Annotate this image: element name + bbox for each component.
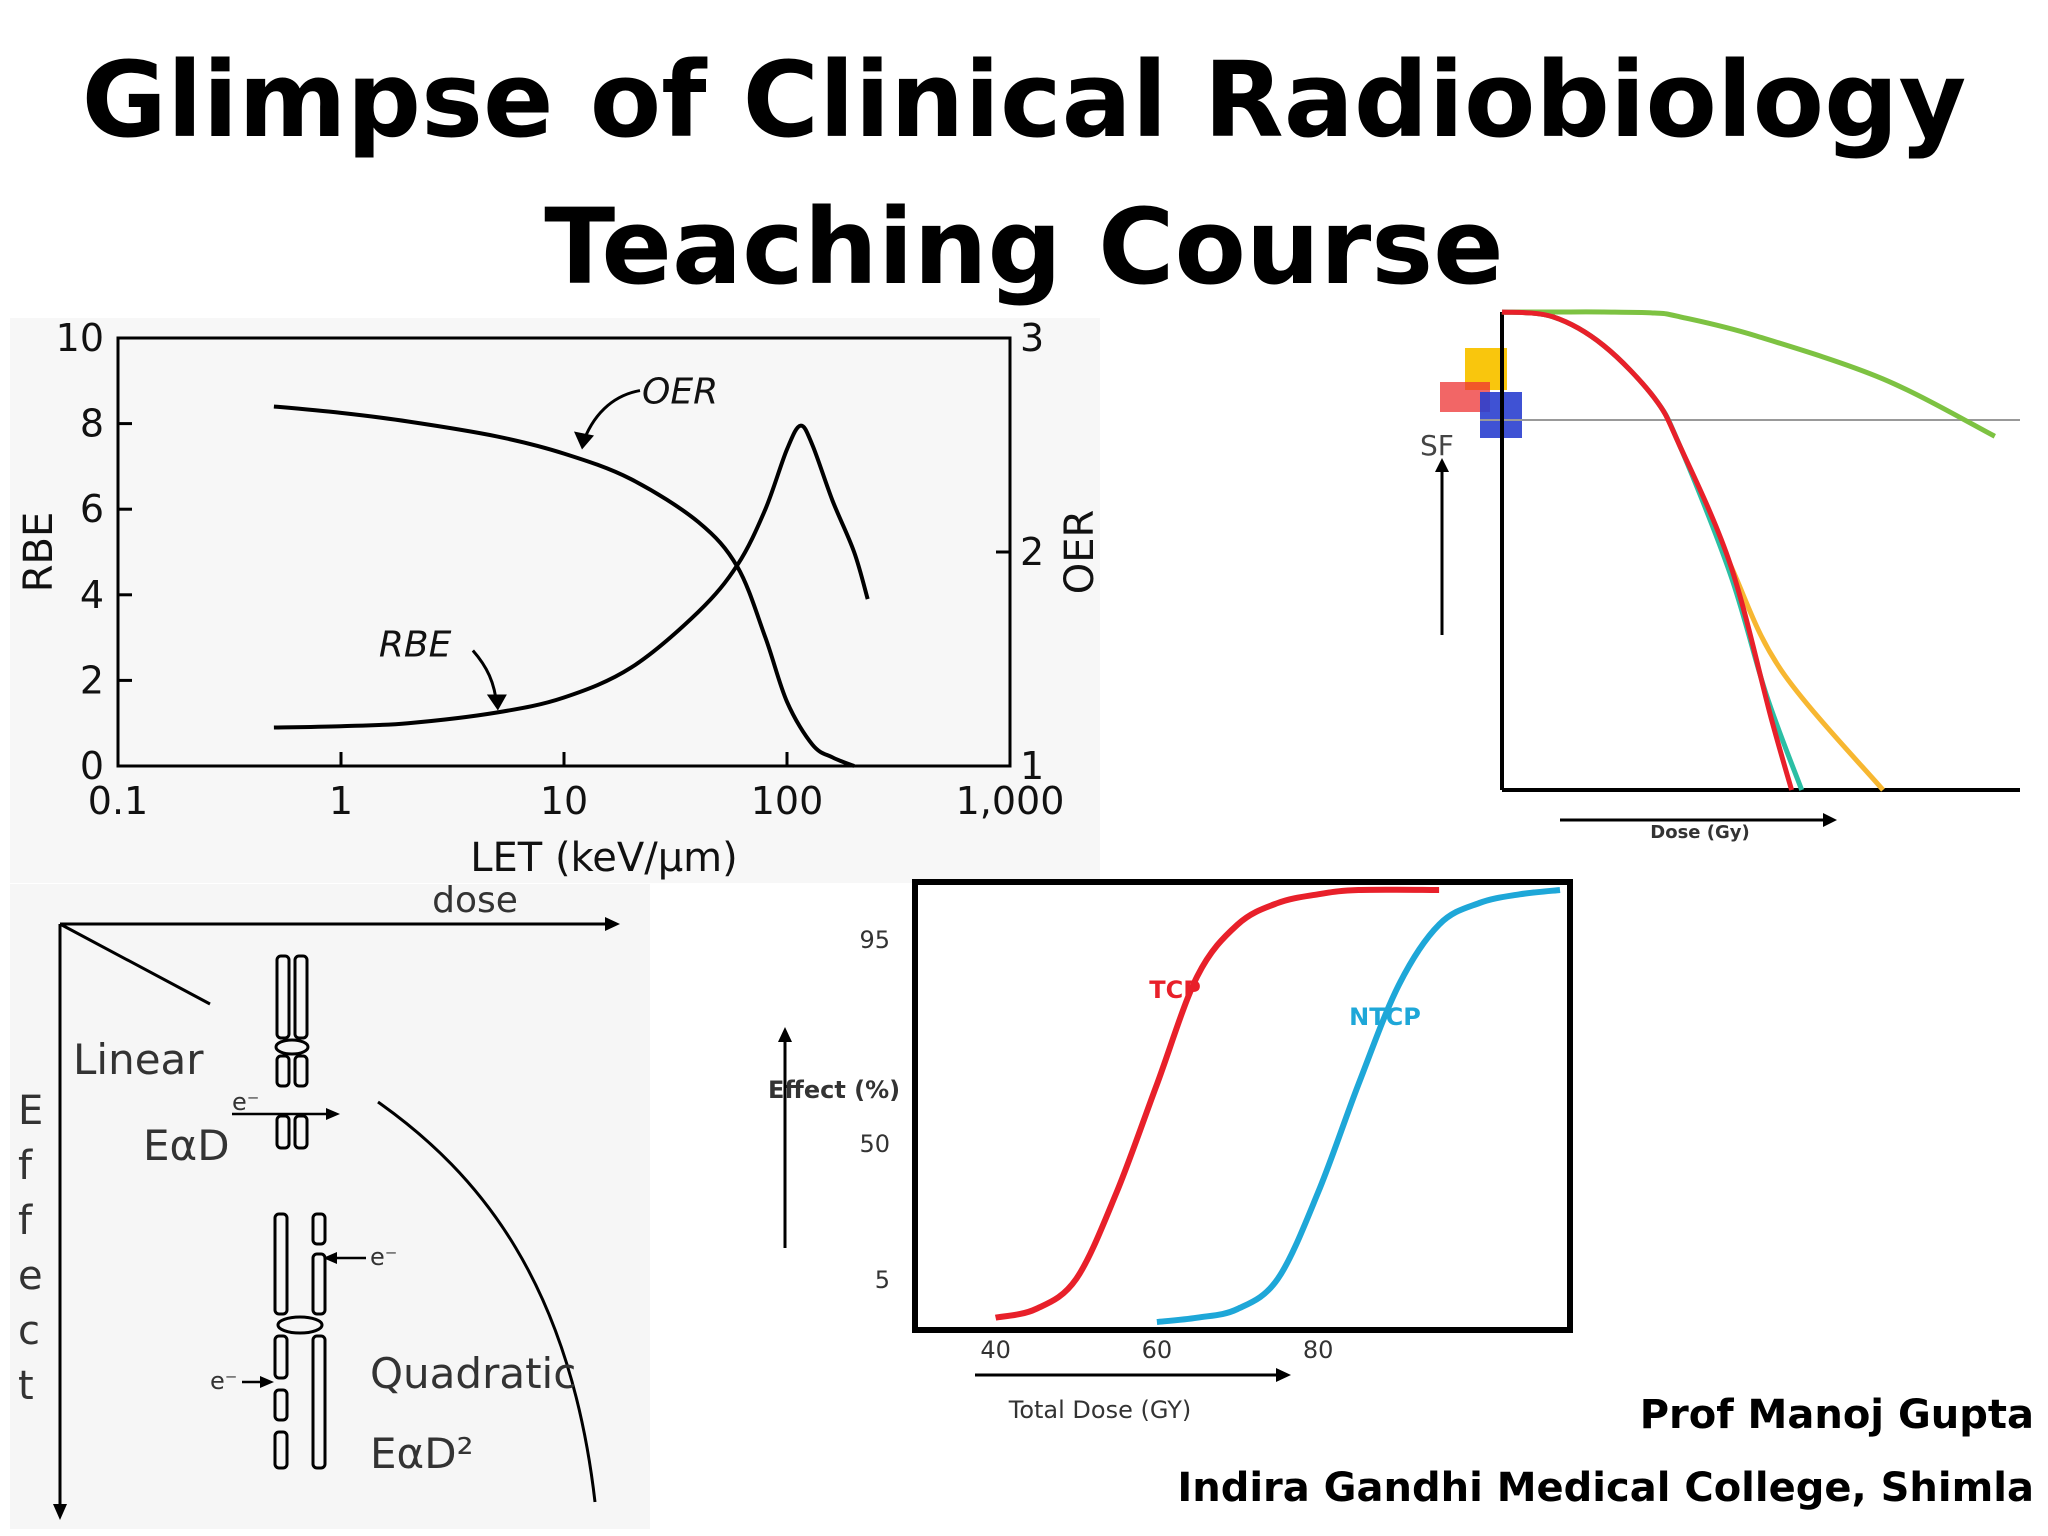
- electron-label-2: e⁻: [370, 1243, 397, 1271]
- rbe-tick-label: 2: [80, 658, 104, 702]
- survival-fraction-figure: SF Dose (Gy): [1420, 300, 2030, 845]
- tcp-ntcp-figure: 5 50 95 40 60 80 TCP NTCP Effect (%) Total Dose (…: [760, 870, 1610, 1440]
- tcp-curve: [994, 886, 1440, 1321]
- electron-arrowhead-1: [326, 1108, 340, 1120]
- oer-tick-label: 2: [1020, 530, 1044, 574]
- dose-arrowhead: [1823, 813, 1837, 827]
- total-dose-tick-label: 40: [980, 1336, 1011, 1364]
- single-hit-chromosome-icon: [274, 954, 310, 1150]
- oer-curve-label: OER: [642, 372, 718, 413]
- sf-curve-3: [1501, 309, 1805, 791]
- oer-pointer-arrowhead: [574, 431, 594, 450]
- sf-curve-1: [1501, 309, 1996, 439]
- electron-arrowhead-3: [260, 1376, 274, 1388]
- oer-axis-label: OER: [1057, 510, 1100, 595]
- let-tick-label: 0.1: [88, 779, 148, 823]
- let-tick-label: 100: [751, 779, 824, 823]
- let-tick-label: 10: [540, 779, 588, 823]
- rbe-plot-frame: [116, 336, 1012, 768]
- linear-formula: EαD: [143, 1121, 230, 1170]
- survival-fraction-chart: SF Dose (Gy): [1420, 309, 2020, 843]
- total-dose-tick-label: 80: [1303, 1336, 1334, 1364]
- sf-curve-2: [1501, 309, 1885, 792]
- effect-up-arrowhead: [778, 1027, 792, 1042]
- rbe-tick-label: 8: [80, 402, 104, 446]
- linear-label: Linear: [73, 1035, 204, 1084]
- linear-effect-line: [59, 922, 211, 1006]
- rbe-tick-label: 10: [56, 318, 104, 360]
- total-dose-arrowhead: [1276, 1368, 1291, 1382]
- effect-tick-label: 95: [859, 926, 890, 954]
- sf-dose-label: Dose (Gy): [1650, 822, 1749, 843]
- rbe-tick-label: 4: [80, 573, 104, 617]
- let-tick-label: 1,000: [956, 779, 1065, 823]
- ntcp-curve: [1156, 887, 1561, 1325]
- author-name: Prof Manoj Gupta: [1639, 1392, 2034, 1438]
- electron-label-1: e⁻: [232, 1088, 259, 1116]
- oer-curve: [273, 404, 855, 768]
- slide-title-line2: Teaching Course: [544, 186, 1504, 308]
- oer-tick-label: 1: [1020, 744, 1044, 788]
- total-dose-tick-label: 60: [1142, 1336, 1173, 1364]
- effect-tick-label: 50: [859, 1130, 890, 1158]
- rbe-oer-figure: 0.1 1 10 100 1,000 0 2 4 6 8 10 1 2 3 LET (keV/μm) RBE O…: [10, 316, 1103, 883]
- quadratic-effect-curve: [377, 1100, 597, 1503]
- dose-axis-label: dose: [432, 884, 518, 921]
- effect-axis-arrowhead: [53, 1504, 67, 1520]
- quadratic-label: Quadratic: [370, 1349, 576, 1398]
- ntcp-series-label: NTCP: [1349, 1003, 1421, 1031]
- rbe-pointer-arrowhead: [486, 694, 507, 711]
- author-institution: Indira Gandhi Medical College, Shimla: [1177, 1465, 2034, 1511]
- effect-tick-label: 5: [875, 1266, 890, 1294]
- slide-title-line1: Glimpse of Clinical Radiobiology: [81, 39, 1967, 161]
- effect-axis-label: Effect (%): [768, 1076, 900, 1104]
- let-tick-label: 1: [329, 779, 353, 823]
- rbe-tick-label: 6: [80, 487, 104, 531]
- rbe-curve: [273, 423, 870, 730]
- double-hit-chromosome-icon: [273, 1212, 327, 1470]
- rbe-axis-label: RBE: [16, 512, 62, 593]
- electron-label-3: e⁻: [210, 1367, 237, 1395]
- sf-curve-4: [1501, 309, 1795, 791]
- oer-tick-label: 3: [1020, 318, 1044, 360]
- electron-arrowhead-2: [323, 1252, 337, 1264]
- rbe-curve-label: RBE: [379, 625, 452, 666]
- sf-axis-label: SF: [1420, 429, 1454, 462]
- tcp-series-label: TCP: [1149, 976, 1201, 1004]
- tcp-plot-frame: [912, 879, 1573, 1333]
- let-axis-label: LET (keV/μm): [470, 835, 738, 881]
- sf-up-arrowhead: [1435, 458, 1449, 472]
- total-dose-axis-label: Total Dose (GY): [1008, 1396, 1192, 1424]
- rbe-tick-label: 0: [80, 744, 104, 788]
- tcp-ntcp-chart: 5 50 95 40 60 80 TCP NTCP Effect (%) Total Dose (…: [768, 879, 1573, 1424]
- dose-axis-arrowhead: [605, 917, 620, 931]
- quadratic-formula: EαD²: [370, 1429, 473, 1478]
